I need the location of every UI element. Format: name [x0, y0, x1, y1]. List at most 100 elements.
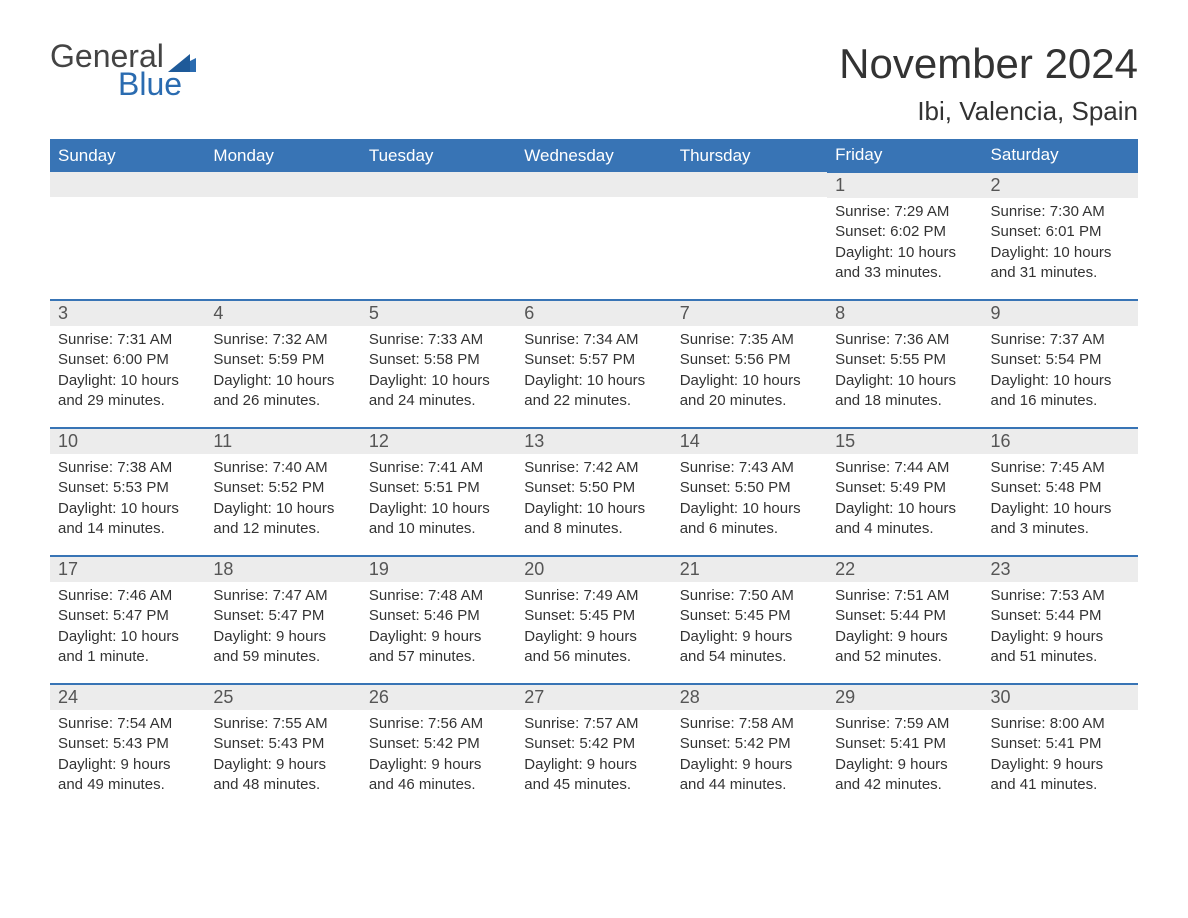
- sunrise-value: 7:57 AM: [583, 715, 638, 732]
- sunset-value: 5:44 PM: [1046, 607, 1102, 624]
- day-header: Sunday: [50, 139, 205, 172]
- sunrise-label: Sunrise:: [524, 715, 583, 732]
- daylight-line1: Daylight: 9 hours: [835, 755, 974, 775]
- sunrise-label: Sunrise:: [58, 331, 117, 348]
- sunrise-label: Sunrise:: [991, 715, 1050, 732]
- daylight-line2: and 31 minutes.: [991, 263, 1130, 283]
- sunrise-label: Sunrise:: [991, 587, 1050, 604]
- sunset-value: 6:02 PM: [890, 223, 946, 240]
- calendar-day: 22Sunrise: 7:51 AMSunset: 5:44 PMDayligh…: [827, 556, 982, 684]
- sunrise-value: 7:56 AM: [428, 715, 483, 732]
- sunrise-line: Sunrise: 7:57 AM: [524, 714, 663, 734]
- sunset-line: Sunset: 5:50 PM: [524, 478, 663, 498]
- sunset-label: Sunset:: [213, 351, 268, 368]
- day-number: 17: [50, 557, 205, 582]
- day-header: Friday: [827, 139, 982, 172]
- day-detail: Sunrise: 7:51 AMSunset: 5:44 PMDaylight:…: [827, 582, 982, 671]
- day-number: 29: [827, 685, 982, 710]
- sunset-label: Sunset:: [524, 351, 579, 368]
- day-number: 8: [827, 301, 982, 326]
- day-number: 11: [205, 429, 360, 454]
- sunset-label: Sunset:: [524, 479, 579, 496]
- calendar-day: 12Sunrise: 7:41 AMSunset: 5:51 PMDayligh…: [361, 428, 516, 556]
- calendar-day: 27Sunrise: 7:57 AMSunset: 5:42 PMDayligh…: [516, 684, 671, 812]
- daylight-line2: and 6 minutes.: [680, 519, 819, 539]
- sunrise-label: Sunrise:: [991, 203, 1050, 220]
- sunset-line: Sunset: 5:43 PM: [58, 734, 197, 754]
- sunset-value: 5:52 PM: [268, 479, 324, 496]
- calendar-day: 23Sunrise: 7:53 AMSunset: 5:44 PMDayligh…: [983, 556, 1138, 684]
- sunset-label: Sunset:: [58, 351, 113, 368]
- sunrise-line: Sunrise: 7:33 AM: [369, 330, 508, 350]
- day-number-empty: [672, 172, 827, 197]
- sunrise-value: 7:46 AM: [117, 587, 172, 604]
- daylight-line1: Daylight: 10 hours: [680, 371, 819, 391]
- calendar-day: 1Sunrise: 7:29 AMSunset: 6:02 PMDaylight…: [827, 172, 982, 300]
- daylight-line1: Daylight: 10 hours: [213, 499, 352, 519]
- day-detail: Sunrise: 7:53 AMSunset: 5:44 PMDaylight:…: [983, 582, 1138, 671]
- sunset-value: 5:53 PM: [113, 479, 169, 496]
- day-detail: Sunrise: 7:55 AMSunset: 5:43 PMDaylight:…: [205, 710, 360, 799]
- day-header: Tuesday: [361, 139, 516, 172]
- sunset-value: 5:50 PM: [579, 479, 635, 496]
- sunrise-value: 8:00 AM: [1050, 715, 1105, 732]
- sunset-label: Sunset:: [991, 223, 1046, 240]
- sunset-label: Sunset:: [369, 351, 424, 368]
- daylight-line1: Daylight: 10 hours: [213, 371, 352, 391]
- sunrise-value: 7:31 AM: [117, 331, 172, 348]
- sunset-label: Sunset:: [680, 607, 735, 624]
- logo: General Blue: [50, 40, 196, 100]
- day-number-empty: [361, 172, 516, 197]
- calendar-day: 9Sunrise: 7:37 AMSunset: 5:54 PMDaylight…: [983, 300, 1138, 428]
- sunset-value: 5:49 PM: [890, 479, 946, 496]
- calendar-day: 3Sunrise: 7:31 AMSunset: 6:00 PMDaylight…: [50, 300, 205, 428]
- sunset-value: 6:01 PM: [1046, 223, 1102, 240]
- daylight-line1: Daylight: 10 hours: [524, 371, 663, 391]
- day-number: 2: [983, 173, 1138, 198]
- sunrise-value: 7:47 AM: [273, 587, 328, 604]
- day-detail: Sunrise: 7:32 AMSunset: 5:59 PMDaylight:…: [205, 326, 360, 415]
- sunrise-value: 7:32 AM: [273, 331, 328, 348]
- day-number: 13: [516, 429, 671, 454]
- day-detail: Sunrise: 7:58 AMSunset: 5:42 PMDaylight:…: [672, 710, 827, 799]
- daylight-line2: and 14 minutes.: [58, 519, 197, 539]
- sunrise-line: Sunrise: 7:55 AM: [213, 714, 352, 734]
- day-detail: Sunrise: 7:34 AMSunset: 5:57 PMDaylight:…: [516, 326, 671, 415]
- sunset-line: Sunset: 5:57 PM: [524, 350, 663, 370]
- daylight-line2: and 4 minutes.: [835, 519, 974, 539]
- day-detail: Sunrise: 7:48 AMSunset: 5:46 PMDaylight:…: [361, 582, 516, 671]
- daylight-line1: Daylight: 10 hours: [369, 499, 508, 519]
- day-number: 7: [672, 301, 827, 326]
- sunset-label: Sunset:: [524, 735, 579, 752]
- sunrise-label: Sunrise:: [991, 331, 1050, 348]
- calendar-day: 17Sunrise: 7:46 AMSunset: 5:47 PMDayligh…: [50, 556, 205, 684]
- calendar-day: 19Sunrise: 7:48 AMSunset: 5:46 PMDayligh…: [361, 556, 516, 684]
- calendar-empty: [205, 172, 360, 300]
- sunset-label: Sunset:: [680, 735, 735, 752]
- sunset-label: Sunset:: [835, 223, 890, 240]
- day-number: 20: [516, 557, 671, 582]
- sunrise-label: Sunrise:: [835, 331, 894, 348]
- day-number: 14: [672, 429, 827, 454]
- day-detail: Sunrise: 7:29 AMSunset: 6:02 PMDaylight:…: [827, 198, 982, 287]
- sunrise-value: 7:33 AM: [428, 331, 483, 348]
- calendar-week: 10Sunrise: 7:38 AMSunset: 5:53 PMDayligh…: [50, 428, 1138, 556]
- sunset-label: Sunset:: [213, 735, 268, 752]
- daylight-line2: and 46 minutes.: [369, 775, 508, 795]
- day-detail: Sunrise: 7:45 AMSunset: 5:48 PMDaylight:…: [983, 454, 1138, 543]
- daylight-line2: and 16 minutes.: [991, 391, 1130, 411]
- sunrise-value: 7:49 AM: [583, 587, 638, 604]
- daylight-line2: and 22 minutes.: [524, 391, 663, 411]
- sunrise-label: Sunrise:: [991, 459, 1050, 476]
- day-detail: Sunrise: 7:37 AMSunset: 5:54 PMDaylight:…: [983, 326, 1138, 415]
- sunrise-line: Sunrise: 7:35 AM: [680, 330, 819, 350]
- day-detail: Sunrise: 7:31 AMSunset: 6:00 PMDaylight:…: [50, 326, 205, 415]
- calendar-empty: [361, 172, 516, 300]
- day-detail: Sunrise: 7:54 AMSunset: 5:43 PMDaylight:…: [50, 710, 205, 799]
- sunset-label: Sunset:: [680, 479, 735, 496]
- sunset-value: 5:44 PM: [890, 607, 946, 624]
- sunset-label: Sunset:: [213, 607, 268, 624]
- day-detail: Sunrise: 7:36 AMSunset: 5:55 PMDaylight:…: [827, 326, 982, 415]
- sunrise-line: Sunrise: 7:42 AM: [524, 458, 663, 478]
- calendar-day: 2Sunrise: 7:30 AMSunset: 6:01 PMDaylight…: [983, 172, 1138, 300]
